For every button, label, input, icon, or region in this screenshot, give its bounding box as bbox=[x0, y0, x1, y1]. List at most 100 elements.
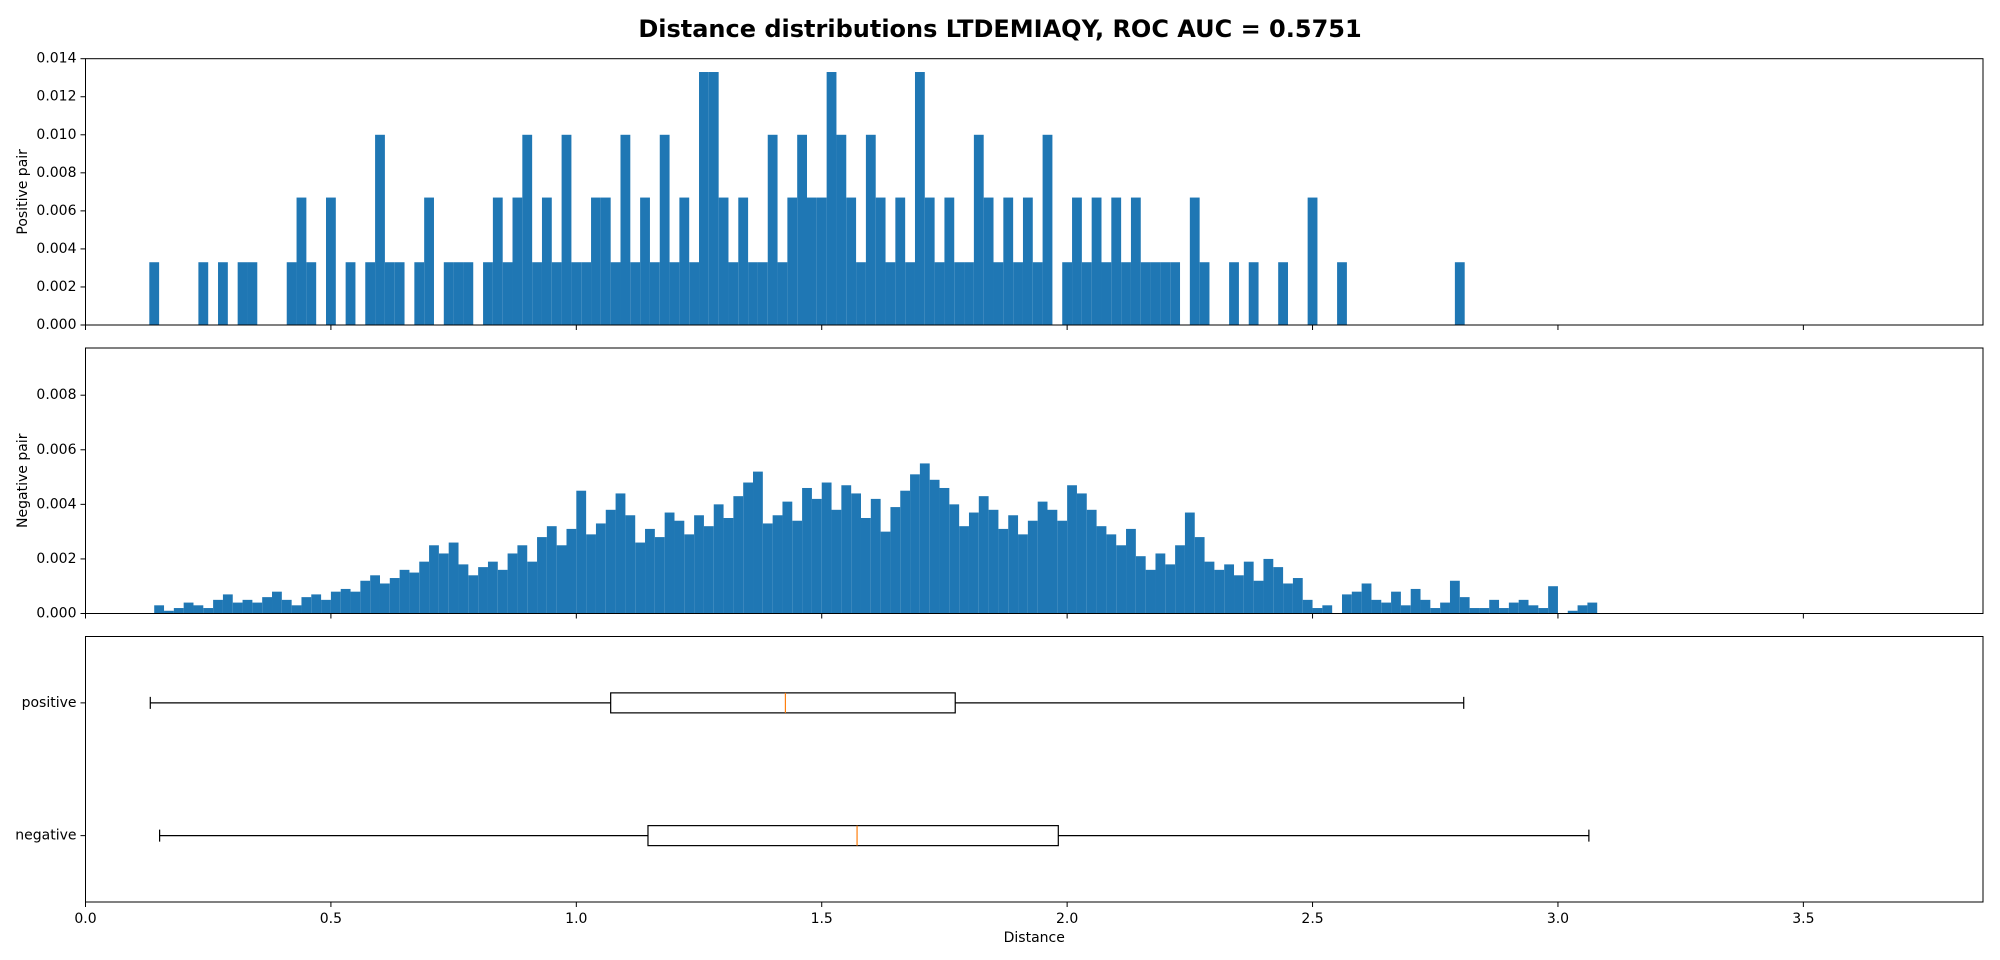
hist-bar bbox=[944, 197, 955, 325]
hist-bar bbox=[517, 545, 528, 614]
hist-bar bbox=[532, 262, 542, 325]
hist-bar bbox=[1184, 512, 1195, 614]
hist-bar bbox=[1459, 597, 1470, 614]
hist-bar bbox=[375, 134, 385, 325]
hist-bar bbox=[556, 545, 567, 614]
hist-bar bbox=[1214, 569, 1225, 614]
hist-bar bbox=[910, 474, 920, 614]
hist-bar bbox=[1371, 599, 1382, 614]
hist-bar bbox=[851, 493, 861, 614]
hist-bar bbox=[860, 517, 871, 614]
hist-bar bbox=[1292, 578, 1303, 614]
hist-bar bbox=[492, 197, 503, 325]
hist-bar bbox=[218, 262, 228, 325]
hist-bar bbox=[924, 197, 935, 325]
hist-bar bbox=[1518, 599, 1529, 614]
hist-bar bbox=[1135, 556, 1146, 614]
hist-bar bbox=[1150, 262, 1161, 325]
x-tick-label: 3.0 bbox=[1547, 911, 1569, 927]
hist-bar bbox=[1062, 262, 1073, 325]
hist-bar bbox=[1273, 567, 1284, 614]
hist-bar bbox=[561, 134, 572, 325]
hist-bar bbox=[610, 262, 621, 325]
hist-bar bbox=[1067, 485, 1077, 614]
hist-bar bbox=[605, 509, 616, 614]
hist-bar bbox=[708, 72, 719, 325]
hist-bar bbox=[203, 608, 214, 614]
hist-bar bbox=[919, 463, 930, 614]
hist-bar bbox=[1577, 605, 1588, 614]
hist-bar bbox=[630, 262, 641, 325]
y-axis-label: Positive pair bbox=[15, 149, 31, 235]
hist-bar bbox=[713, 504, 724, 614]
hist-bar bbox=[728, 262, 739, 325]
hist-bar bbox=[453, 262, 464, 325]
hist-bar bbox=[1057, 520, 1068, 614]
hist-bar bbox=[1170, 262, 1181, 325]
hist-bar bbox=[512, 197, 523, 325]
hist-bar bbox=[438, 553, 449, 614]
hist-bar bbox=[1449, 580, 1460, 614]
hist-bar bbox=[1322, 605, 1333, 614]
hist-bar bbox=[149, 262, 160, 325]
hist-bar bbox=[566, 528, 577, 614]
hist-bar bbox=[684, 534, 695, 614]
hist-bar bbox=[1528, 605, 1539, 614]
hist-bar bbox=[360, 580, 371, 614]
hist-bar bbox=[748, 262, 758, 325]
x-tick-label: 2.5 bbox=[1301, 911, 1323, 927]
hist-bar bbox=[841, 485, 852, 614]
hist-bar bbox=[811, 498, 822, 614]
hist-bar bbox=[448, 542, 459, 614]
hist-bar bbox=[222, 594, 233, 614]
hist-bar bbox=[1145, 569, 1156, 614]
hist-bar bbox=[782, 501, 793, 614]
hist-bar bbox=[1140, 262, 1151, 325]
hist-bar bbox=[649, 262, 660, 325]
y-tick-label: 0.006 bbox=[36, 203, 76, 219]
hist-bar bbox=[286, 262, 297, 325]
y-tick-label: 0.000 bbox=[36, 317, 76, 333]
hist-bar bbox=[389, 578, 400, 614]
hist-bar bbox=[571, 262, 582, 325]
hist-bar bbox=[1175, 545, 1185, 614]
y-tick-label: 0.004 bbox=[36, 241, 76, 257]
hist-bar bbox=[875, 197, 886, 325]
hist-bar bbox=[1121, 262, 1131, 325]
hist-bar bbox=[885, 262, 896, 325]
hist-bar bbox=[242, 599, 253, 614]
hist-bar bbox=[669, 262, 680, 325]
hist-bar bbox=[1263, 558, 1274, 614]
hist-bar bbox=[1042, 134, 1053, 325]
hist-bar bbox=[1047, 509, 1058, 614]
hist-bar bbox=[738, 197, 749, 325]
hist-bar bbox=[983, 197, 994, 325]
y-tick-label: 0.004 bbox=[36, 496, 76, 512]
hist-bar bbox=[856, 262, 866, 325]
hist-bar bbox=[1013, 262, 1023, 325]
axes-frame bbox=[85, 636, 1984, 903]
hist-bar bbox=[998, 528, 1009, 614]
hist-bar bbox=[792, 520, 803, 614]
hist-bar bbox=[831, 509, 842, 614]
hist-bar bbox=[1278, 262, 1289, 325]
hist-bar bbox=[1337, 262, 1347, 325]
hist-bar bbox=[733, 496, 744, 614]
y-tick-label: 0.010 bbox=[36, 127, 76, 143]
hist-bar bbox=[301, 597, 312, 614]
x-tick-label: 3.5 bbox=[1792, 911, 1814, 927]
hist-bar bbox=[487, 561, 498, 614]
hist-bar bbox=[497, 569, 508, 614]
hist-bar bbox=[576, 490, 587, 614]
hist-bar bbox=[272, 591, 282, 614]
hist-bar bbox=[1538, 608, 1549, 614]
hist-bar bbox=[247, 262, 258, 325]
hist-bar bbox=[537, 537, 547, 614]
hist-bar bbox=[846, 197, 857, 325]
hist-bar bbox=[1243, 561, 1254, 614]
hist-bar bbox=[1111, 197, 1122, 325]
hist-bar bbox=[1381, 602, 1392, 614]
hist-bar bbox=[816, 197, 827, 325]
hist-bar bbox=[1351, 591, 1362, 614]
